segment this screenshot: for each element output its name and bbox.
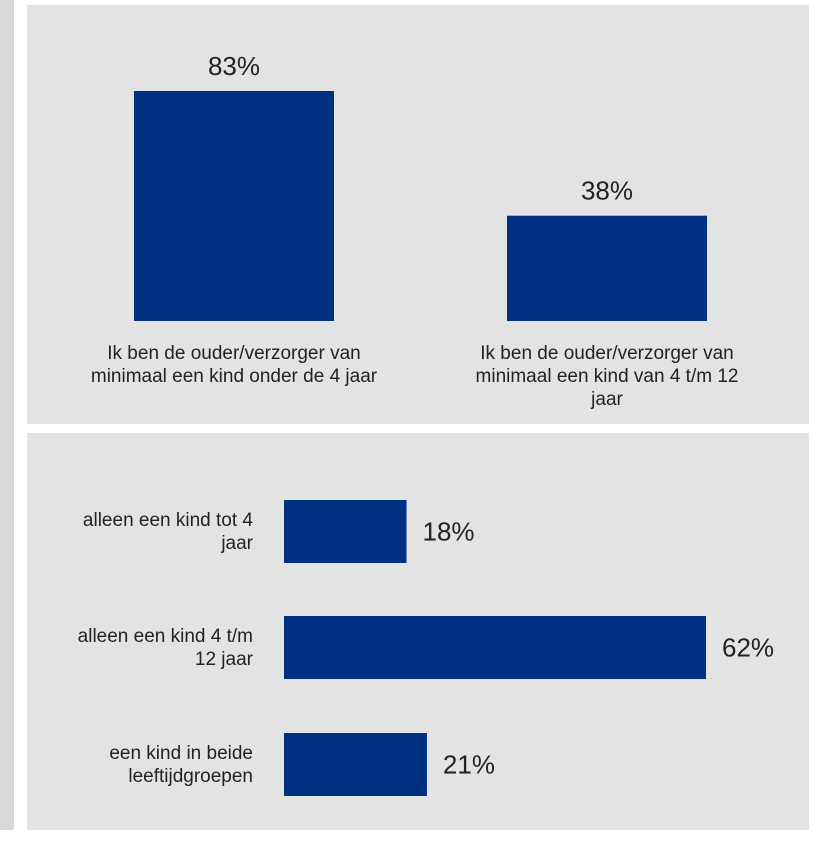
bar <box>134 91 334 321</box>
vertical-bar-chart: 83%Ik ben de ouder/verzorger vanminimaal… <box>91 51 739 410</box>
category-label: Ik ben de ouder/verzorger van <box>107 343 361 364</box>
chart-panel-bottom: 18% alleen een kind tot 4 jaar 62% alleen ee… <box>27 433 809 830</box>
category-label: minimaal een kind van 4 t/m 12 <box>476 366 739 387</box>
data-label: 83% <box>208 51 260 81</box>
data-label: 18% <box>423 517 475 547</box>
category-label: leeftijdgroepen <box>128 766 253 787</box>
category-label: minimaal een kind onder de 4 jaar <box>91 366 378 387</box>
data-label: 62% <box>722 633 774 663</box>
category-label: 12 jaar <box>195 649 254 670</box>
category-label: Ik ben de ouder/verzorger van <box>480 343 734 364</box>
data-label: 38% <box>581 176 633 206</box>
category-label: jaar <box>220 533 253 554</box>
bar <box>284 733 427 796</box>
chart-panel-top: 83% Ik ben de ouder/verzorger van minimaal… <box>27 5 809 424</box>
data-label: 21% <box>443 750 495 780</box>
category-label: alleen een kind 4 t/m <box>78 626 253 647</box>
category-label: een kind in beide <box>109 743 253 764</box>
bar <box>284 616 706 679</box>
left-border-strip <box>0 0 14 830</box>
bar <box>507 215 707 321</box>
category-label: jaar <box>590 389 623 410</box>
category-label: alleen een kind tot 4 <box>83 510 254 531</box>
bar <box>284 500 407 563</box>
